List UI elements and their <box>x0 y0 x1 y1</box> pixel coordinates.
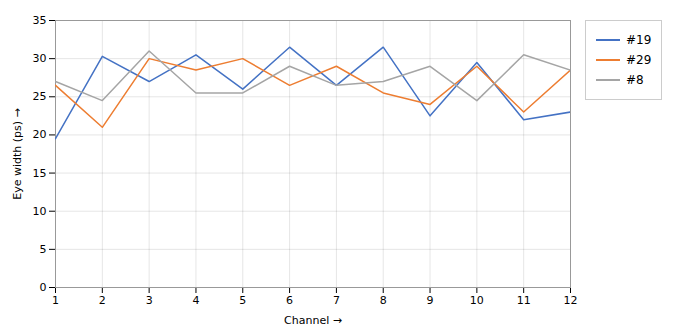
svg-text:11: 11 <box>517 294 531 307</box>
svg-text:12: 12 <box>564 294 578 307</box>
svg-text:0: 0 <box>40 281 47 294</box>
html-text:#19: #19 <box>626 33 652 47</box>
svg-text:4: 4 <box>192 294 199 307</box>
html-text:#8: #8 <box>626 73 644 87</box>
svg-text:8: 8 <box>380 294 387 307</box>
svg-text:10: 10 <box>33 205 47 218</box>
html-text:#29: #29 <box>626 53 652 67</box>
svg-text:30: 30 <box>33 52 47 65</box>
svg-text:9: 9 <box>427 294 434 307</box>
svg-text:2: 2 <box>99 294 106 307</box>
svg-text:Channel →: Channel → <box>284 314 342 327</box>
svg-text:1: 1 <box>52 294 59 307</box>
svg-text:10: 10 <box>470 294 484 307</box>
svg-text:35: 35 <box>33 14 47 27</box>
svg-text:5: 5 <box>239 294 246 307</box>
svg-text:5: 5 <box>40 243 47 256</box>
svg-text:Eye width (ps) →: Eye width (ps) → <box>11 108 24 200</box>
svg-text:7: 7 <box>333 294 340 307</box>
svg-text:25: 25 <box>33 90 47 103</box>
svg-text:6: 6 <box>286 294 293 307</box>
svg-text:3: 3 <box>146 294 153 307</box>
svg-text:15: 15 <box>33 167 47 180</box>
svg-text:20: 20 <box>33 128 47 141</box>
